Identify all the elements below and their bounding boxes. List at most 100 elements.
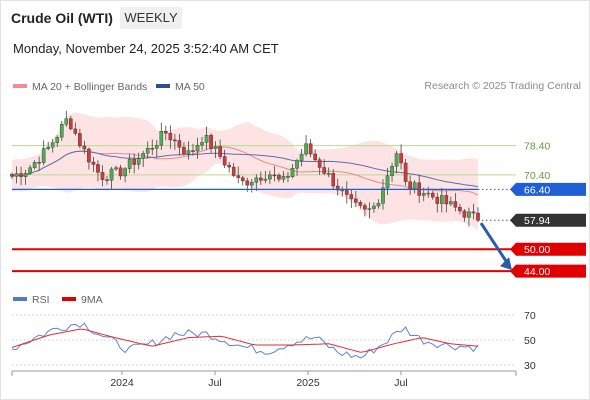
candle [430,190,435,200]
candle-body [173,139,177,142]
candle-body [372,205,376,209]
candle-body [236,175,241,178]
candle [78,128,82,149]
candle-body [426,192,431,195]
candle [335,178,340,196]
candle-body [127,158,132,169]
candle-body [145,147,150,154]
candle [91,156,96,172]
legend-rsi-ma: 9MA [62,294,103,306]
candle-body [349,194,354,200]
candle-body [78,133,82,147]
candle-body [37,162,41,164]
candle [150,139,155,156]
timeframe-badge[interactable]: WEEKLY [120,7,182,29]
candle [385,167,390,196]
candle [263,170,268,184]
candle [218,139,222,160]
candle [286,171,290,183]
candle [136,152,141,170]
candle [453,192,458,212]
legend-rsi: RSI [13,294,50,306]
candle-body [259,177,263,181]
candle [69,115,73,131]
candle [376,199,381,209]
candle [354,191,358,208]
candle [55,135,60,148]
candle [227,162,231,173]
candle-body [87,148,91,163]
level-label-text: 50.00 [524,244,550,256]
ma20-swatch [13,84,27,89]
candle-body [132,158,136,165]
candle-body [182,147,186,154]
level-label-50.00: 50.00 [510,242,586,256]
candle-body [154,144,159,149]
candle [46,141,50,151]
candle-body [200,142,204,146]
rsi-tick-label: 30 [524,360,536,372]
candle [467,207,471,227]
candle-body [73,128,78,134]
candle [14,166,19,184]
candle [313,149,317,162]
candle [96,160,100,182]
legend-ma50: MA 50 [156,81,205,93]
candle [41,140,46,166]
level-label-57.94: 57.94 [510,213,586,227]
candle [236,166,241,184]
candle-body [354,198,358,203]
candle-body [186,150,191,154]
candle-body [123,168,127,177]
candle [50,139,55,153]
candle [195,137,200,159]
candle-body [141,153,146,159]
level-label-text: 66.40 [524,184,550,196]
candle-body [191,150,195,152]
candle [372,202,376,213]
chart-title: Crude Oil (WTI) [11,10,113,26]
candle [177,133,182,156]
candle-body [385,175,390,189]
candle-body [390,166,394,176]
candle [435,192,440,213]
candle-body [204,135,209,143]
candle [132,153,136,174]
candle-body [249,182,254,186]
level-label-bg [510,213,586,227]
candle [105,176,109,185]
level-label-44.00: 44.00 [510,264,586,278]
candle [449,196,453,207]
candle-body [222,156,227,166]
level-label-text: 57.94 [524,215,550,227]
candle-body [114,167,118,170]
candle [331,168,336,190]
candle-body [376,203,381,207]
x-tick-label: Jul [394,377,407,389]
candle [268,170,272,184]
candle [290,164,295,179]
candle-body [28,167,32,174]
candle-body [64,118,69,125]
candle-body [449,201,453,205]
candle [322,159,326,176]
candle-body [118,167,123,177]
candle-body [109,168,114,181]
candle-body [218,146,222,157]
candle-body [168,132,173,141]
candle-body [91,161,96,165]
candle [317,157,322,175]
candle-body [240,177,245,182]
candle [168,125,173,149]
candle-body [245,180,250,186]
candle-body [444,195,449,205]
candle-body [231,166,236,176]
candle-body [59,124,64,138]
bollinger-bands [12,112,478,231]
candle-body [313,153,317,160]
candle-body [435,196,440,204]
candle [272,166,277,182]
candle [127,154,132,174]
candle-body [412,182,417,190]
